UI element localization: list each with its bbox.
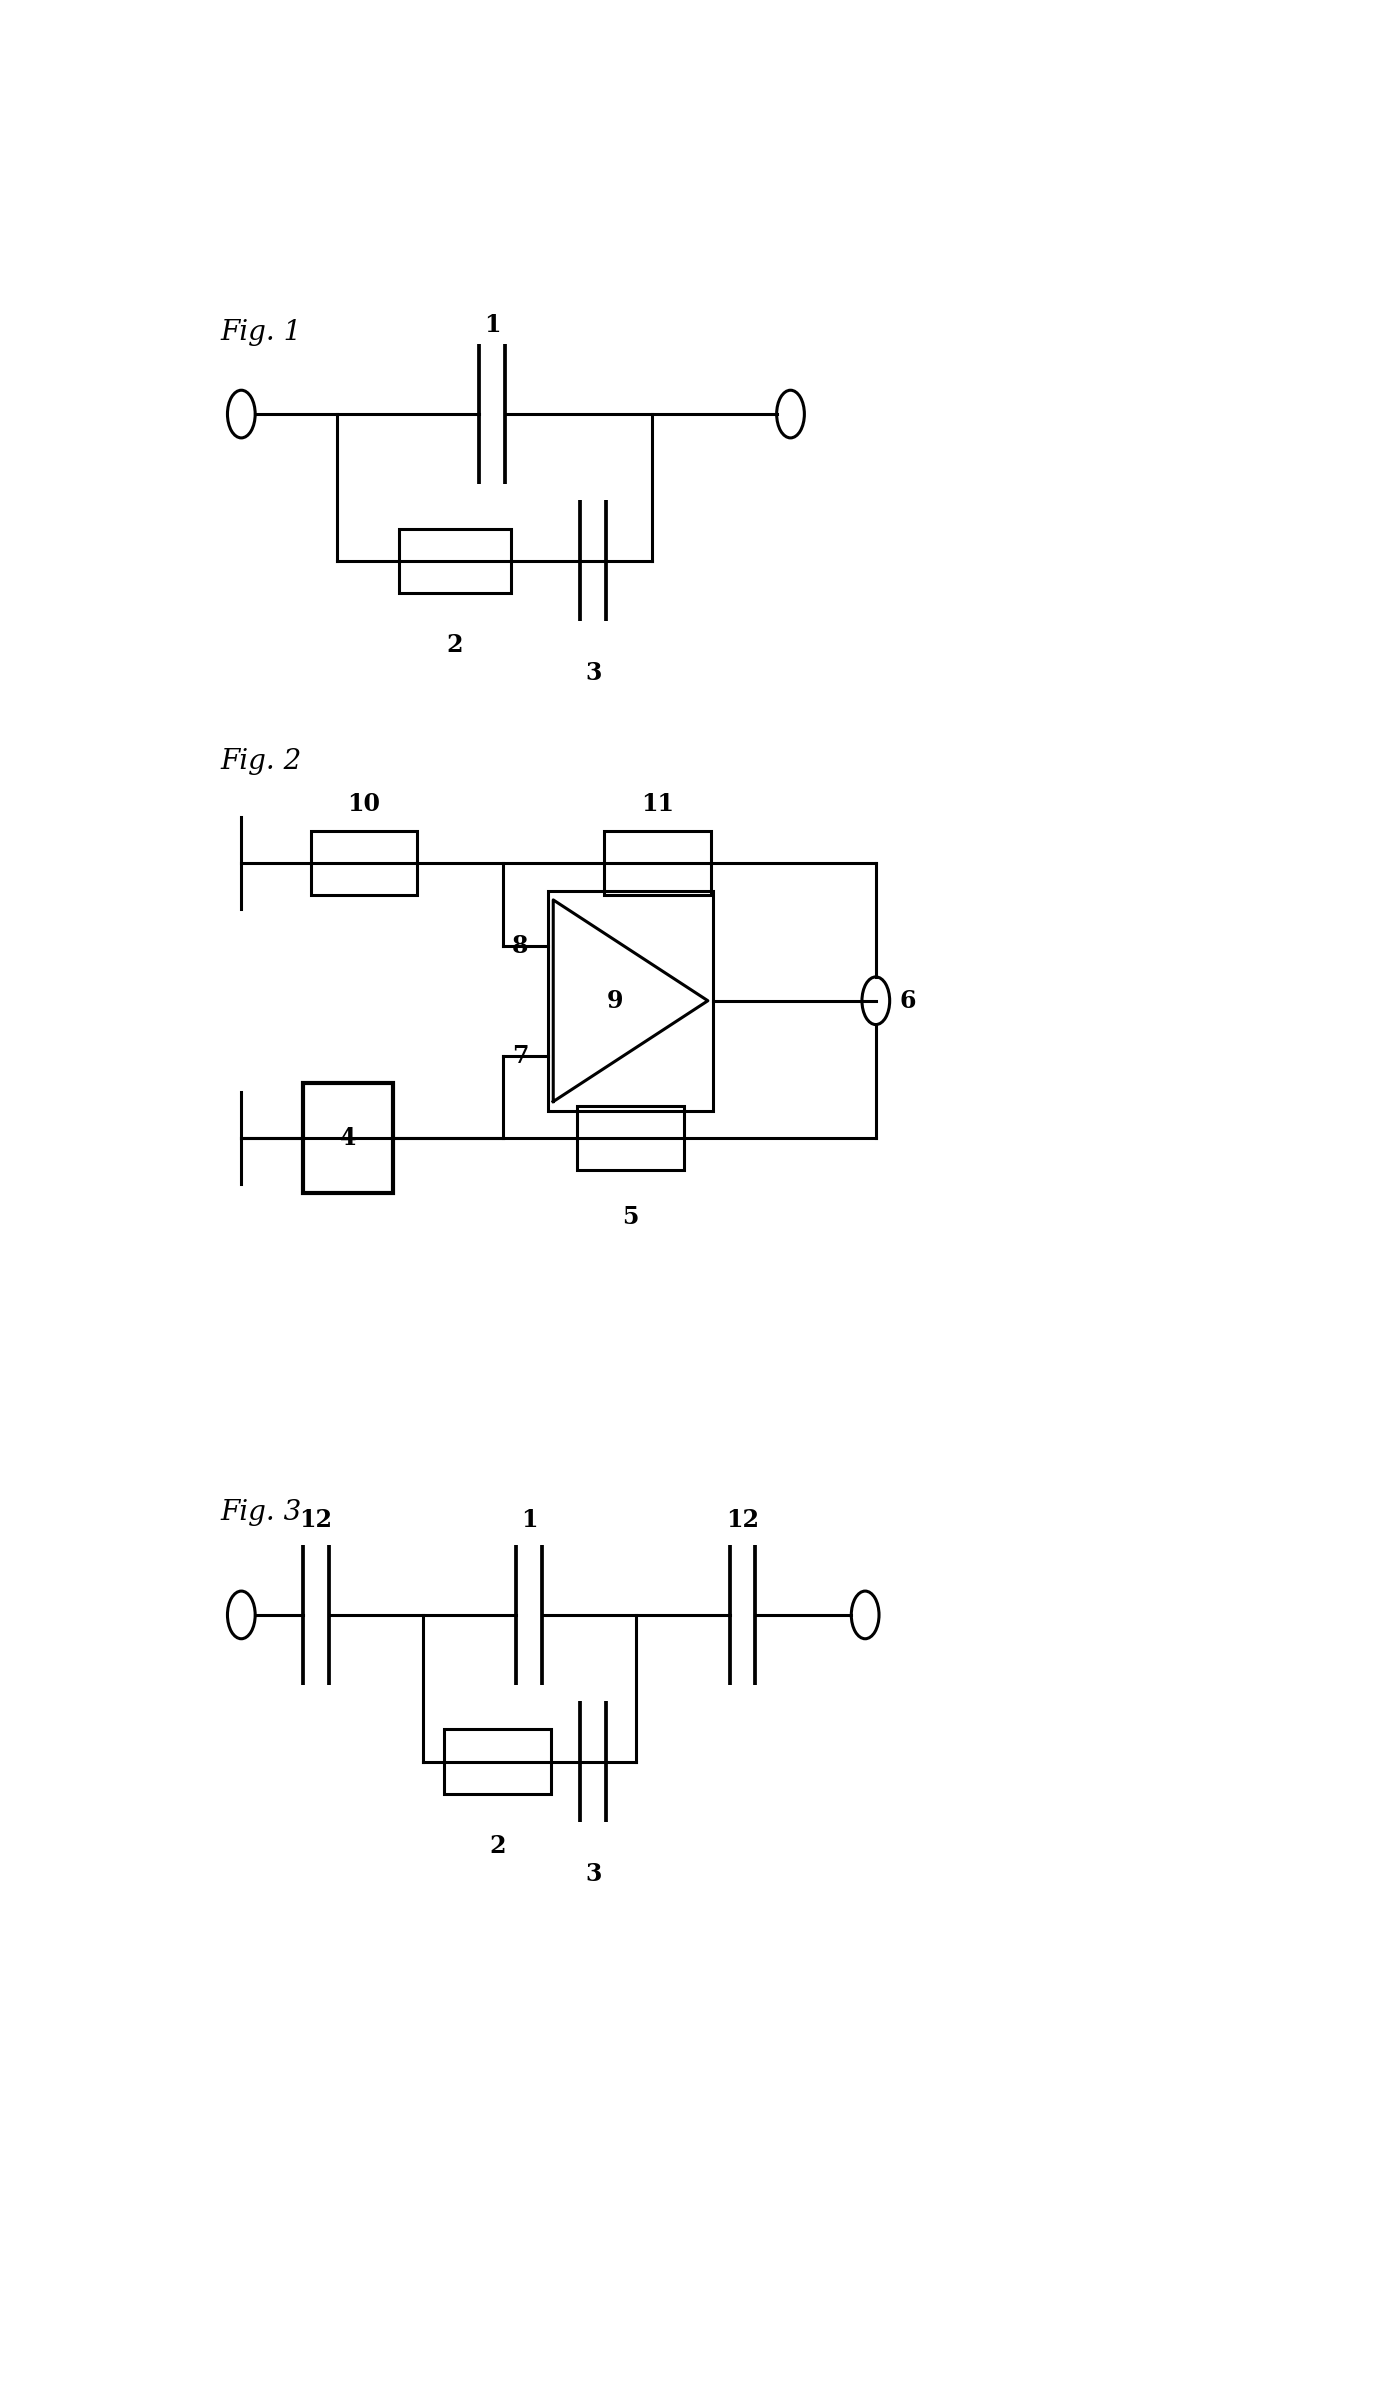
Bar <box>311 831 417 895</box>
Text: 2: 2 <box>488 1833 505 1857</box>
Text: 7: 7 <box>512 1043 528 1067</box>
Text: 11: 11 <box>641 793 674 817</box>
Text: 3: 3 <box>585 1862 601 1886</box>
Text: 4: 4 <box>340 1126 356 1150</box>
Text: 2: 2 <box>446 633 462 657</box>
Text: 8: 8 <box>512 933 528 957</box>
Bar <box>578 1107 684 1171</box>
Text: 1: 1 <box>484 312 499 338</box>
Text: 1: 1 <box>522 1510 538 1533</box>
Bar <box>444 1729 550 1793</box>
Text: Fig. 3: Fig. 3 <box>220 1500 301 1526</box>
Bar <box>303 1083 394 1193</box>
Text: 12: 12 <box>300 1510 333 1533</box>
Text: 6: 6 <box>900 988 916 1012</box>
Text: 3: 3 <box>585 662 601 686</box>
Bar <box>604 831 710 895</box>
Text: 10: 10 <box>348 793 380 817</box>
Bar <box>399 529 510 593</box>
Text: Fig. 1: Fig. 1 <box>220 319 301 345</box>
Text: 12: 12 <box>727 1510 760 1533</box>
Text: 5: 5 <box>622 1205 638 1229</box>
Text: Fig. 2: Fig. 2 <box>220 748 301 774</box>
Bar <box>548 890 713 1110</box>
Text: 9: 9 <box>607 988 623 1012</box>
